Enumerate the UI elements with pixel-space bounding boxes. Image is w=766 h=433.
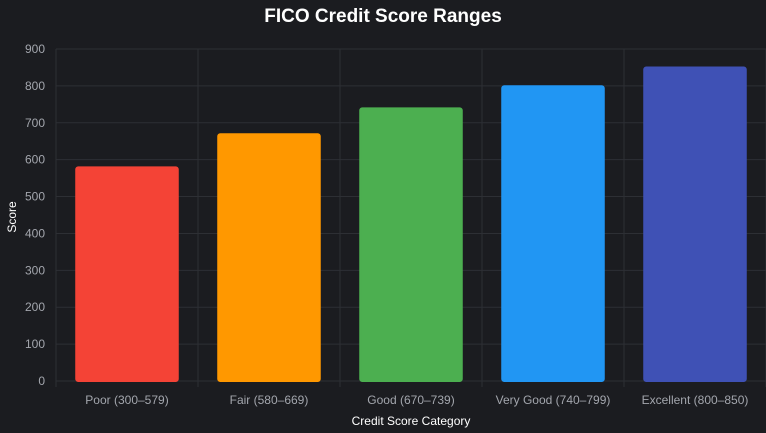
x-tick-label: Very Good (740–799) bbox=[496, 393, 611, 407]
bar bbox=[359, 107, 463, 382]
y-tick-label: 200 bbox=[25, 300, 45, 314]
y-tick-label: 800 bbox=[25, 79, 45, 93]
y-tick-label: 900 bbox=[25, 42, 45, 56]
x-tick-label: Excellent (800–850) bbox=[642, 393, 749, 407]
x-tick-label: Good (670–739) bbox=[367, 393, 454, 407]
bar bbox=[501, 85, 605, 382]
x-tick-label: Poor (300–579) bbox=[85, 393, 168, 407]
bar bbox=[217, 133, 321, 382]
bar bbox=[643, 66, 747, 382]
y-tick-label: 600 bbox=[25, 153, 45, 167]
x-axis-label: Credit Score Category bbox=[351, 414, 471, 428]
y-tick-label: 400 bbox=[25, 226, 45, 240]
y-tick-label: 700 bbox=[25, 116, 45, 130]
y-tick-label: 500 bbox=[25, 190, 45, 204]
x-tick-label: Fair (580–669) bbox=[230, 393, 309, 407]
y-tick-label: 300 bbox=[25, 263, 45, 277]
bar bbox=[75, 166, 179, 382]
chart-title: FICO Credit Score Ranges bbox=[264, 6, 502, 27]
y-tick-label: 100 bbox=[25, 337, 45, 351]
y-tick-label: 0 bbox=[38, 374, 45, 388]
